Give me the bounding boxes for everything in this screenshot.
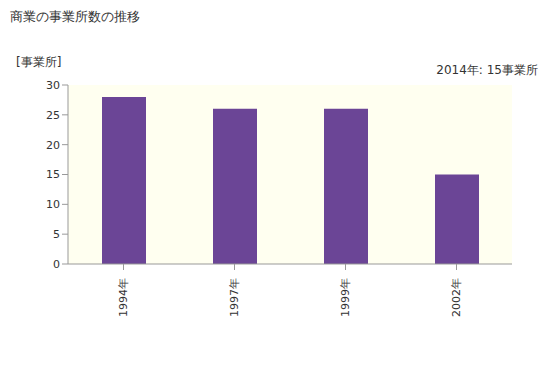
svg-text:5: 5	[53, 228, 60, 241]
html-text:商業の事業所数の推移: 商業の事業所数の推移	[10, 9, 140, 24]
html-text:2014年: 15事業所: 2014年: 15事業所	[436, 63, 538, 77]
svg-text:30: 30	[46, 79, 60, 92]
svg-text:15: 15	[46, 168, 60, 181]
svg-text:0: 0	[53, 258, 60, 271]
svg-text:25: 25	[46, 109, 60, 122]
svg-text:10: 10	[46, 198, 60, 211]
svg-text:2002年: 2002年	[450, 278, 463, 317]
svg-text:1999年: 1999年	[339, 278, 352, 317]
svg-text:1997年: 1997年	[228, 278, 241, 317]
svg-text:1994年: 1994年	[117, 278, 130, 317]
svg-text:20: 20	[46, 139, 60, 152]
html-text:[事業所]: [事業所]	[16, 55, 62, 69]
